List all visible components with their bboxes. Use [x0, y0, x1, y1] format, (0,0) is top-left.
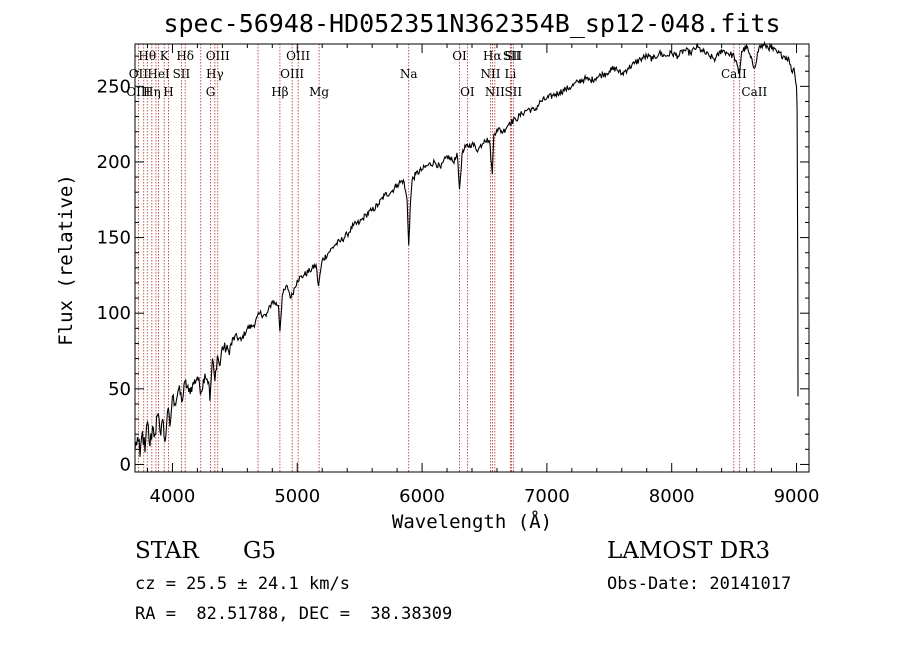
spectral-line-label: Li	[505, 67, 517, 81]
spectral-line-label: SII	[503, 49, 521, 63]
y-tick-label: 200	[97, 152, 131, 173]
spectral-line-label: OI	[452, 49, 467, 63]
y-tick-label: 0	[120, 454, 131, 475]
axis-tick-labels: 4000 5000 6000 7000 8000 9000 0 50 100 150 200 250	[97, 76, 820, 507]
spectral-line-label: OIII	[280, 67, 304, 81]
spectral-line-label: Hβ	[271, 85, 288, 99]
x-tick-label: 6000	[399, 486, 445, 507]
spectral-line-label: CaII	[741, 85, 767, 99]
object-class: STAR	[135, 538, 199, 564]
spectral-line-label: NII	[485, 85, 505, 99]
y-tick-label: 100	[97, 303, 131, 324]
plot-frame	[134, 43, 810, 473]
x-tick-label: 4000	[150, 486, 196, 507]
spectral-line-label: SII	[504, 85, 522, 99]
y-tick-label: 250	[97, 76, 131, 97]
spectral-line-label: SII	[504, 49, 522, 63]
coordinates: RA = 82.51788, DEC = 38.38309	[135, 604, 453, 624]
y-tick-label: 150	[97, 228, 131, 249]
axis-ticks	[135, 44, 809, 472]
spectral-line-label: Hα	[483, 49, 502, 63]
spectral-line-label: Hγ	[206, 67, 224, 81]
spectral-line-label: G	[206, 85, 216, 99]
spectral-line-label: K	[160, 49, 170, 63]
spectral-line-label: OII	[129, 67, 149, 81]
spectral-line-label: Hθ	[138, 49, 156, 63]
x-tick-label: 8000	[649, 486, 695, 507]
spectral-line-label: H	[163, 85, 173, 99]
y-tick-label: 50	[108, 379, 131, 400]
x-tick-label: 5000	[274, 486, 320, 507]
spectral-line-label: Mg	[309, 85, 329, 99]
spectral-line-label: CaII	[721, 67, 747, 81]
redshift-velocity: cz = 25.5 ± 24.1 km/s	[135, 574, 350, 594]
spectral-line-label: OIII	[126, 85, 150, 99]
flux-series-line	[134, 40, 799, 457]
object-subclass: G5	[243, 538, 277, 564]
spectral-line-label: NII	[480, 67, 500, 81]
x-axis-label: Wavelength (Å)	[392, 510, 552, 533]
spectral-line-markers	[137, 44, 755, 472]
spectral-line-label: HeI	[147, 67, 170, 81]
spectral-line-label: Hδ	[176, 49, 194, 63]
x-tick-label: 9000	[774, 486, 820, 507]
spectral-line-label: SII	[173, 67, 191, 81]
y-axis-label: Flux (relative)	[55, 174, 77, 346]
survey-name: LAMOST DR3	[607, 538, 771, 564]
spectral-line-label: Hη	[143, 85, 161, 99]
chart-title: spec-56948-HD052351N362354B_sp12-048.fit…	[163, 9, 780, 38]
spectral-line-label: OIII	[206, 49, 230, 63]
spectral-line-label: Na	[400, 67, 418, 81]
spectral-line-label: OI	[460, 85, 475, 99]
x-tick-label: 7000	[524, 486, 570, 507]
observation-date: Obs-Date: 20141017	[607, 574, 792, 594]
spectral-line-label: OIII	[286, 49, 310, 63]
